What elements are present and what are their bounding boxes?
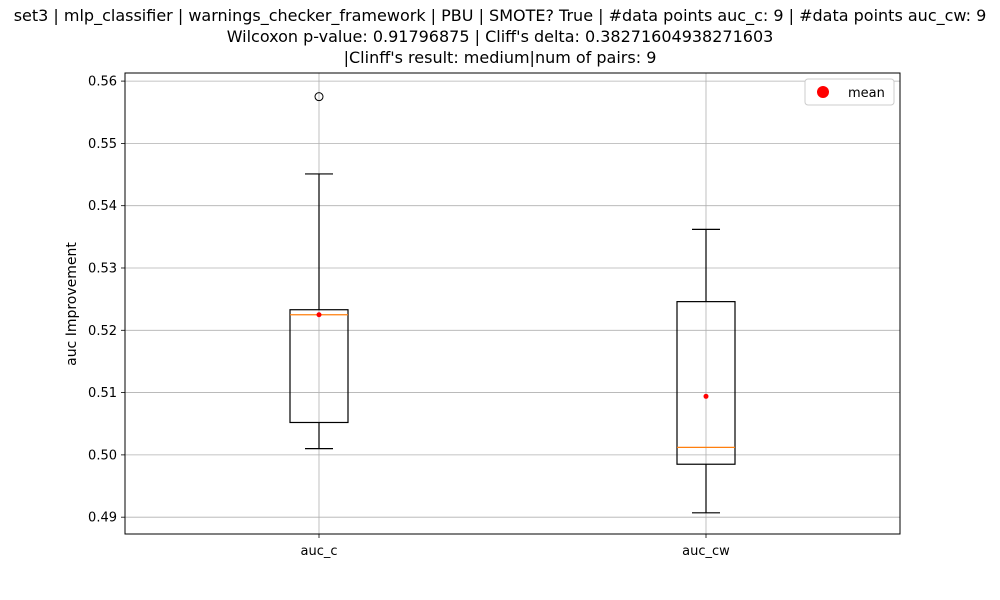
chart-title-line-2: Wilcoxon p-value: 0.91796875 | Cliff's d… — [226, 27, 774, 46]
y-axis-label: auc Improvement — [64, 242, 80, 366]
legend-mean-marker — [817, 86, 829, 98]
iqr-box — [289, 309, 349, 424]
y-tick-label: 0.50 — [88, 448, 117, 463]
grid-layer — [125, 73, 900, 534]
x-tick-label: auc_cw — [682, 544, 730, 559]
plot-frame — [124, 72, 901, 535]
y-tick-label: 0.51 — [88, 386, 117, 401]
y-tick-label: 0.56 — [88, 75, 117, 90]
box-auc_cw — [676, 228, 736, 514]
chart-title-line-1: set3 | mlp_classifier | warnings_checker… — [13, 6, 987, 25]
box-layer — [289, 92, 736, 514]
box-auc_c — [289, 92, 349, 450]
legend: mean — [804, 78, 895, 106]
tick-layer: 0.49 0.50 0.51 0.52 0.53 0.54 0.55 0.56 auc_c auc… — [88, 75, 730, 559]
iqr-box — [676, 301, 736, 465]
legend-box — [804, 78, 895, 106]
mean-marker — [703, 393, 709, 399]
y-tick-label: 0.49 — [88, 511, 117, 526]
x-tick-label: auc_c — [300, 544, 337, 559]
chart-title-line-3: |Clinff's result: medium|num of pairs: 9 — [343, 48, 657, 67]
y-tick-label: 0.52 — [88, 324, 117, 339]
y-tick-label: 0.53 — [88, 261, 117, 276]
mean-marker — [316, 312, 322, 318]
y-tick-label: 0.54 — [88, 199, 117, 214]
outlier-point — [314, 92, 324, 102]
y-tick-label: 0.55 — [88, 137, 117, 152]
legend-mean-label: mean — [848, 86, 885, 101]
